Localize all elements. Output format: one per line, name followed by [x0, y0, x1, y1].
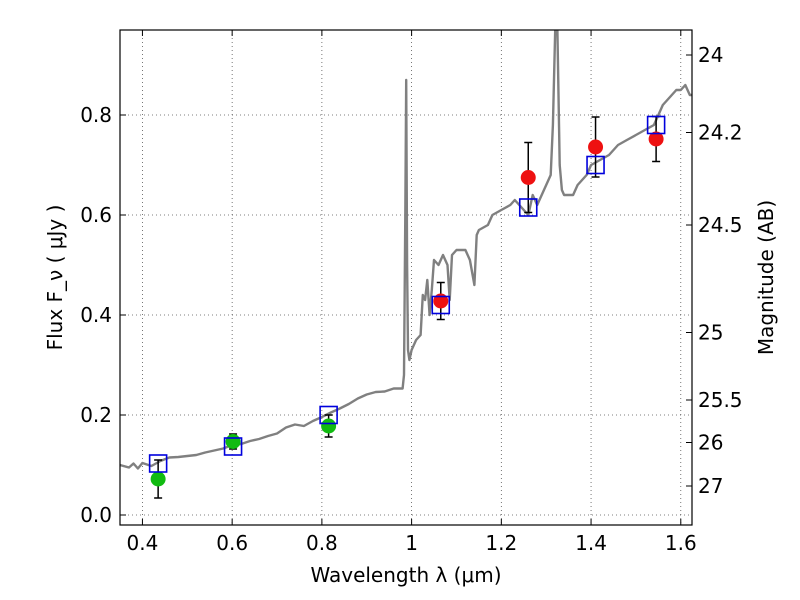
nir-photometry-point	[588, 139, 604, 155]
optical-photometry-point	[225, 434, 241, 449]
model-flux-square	[518, 198, 538, 217]
x-tick-label: 1	[405, 531, 418, 555]
y-tick-label: 0.0	[80, 503, 112, 527]
square-layer	[148, 115, 666, 473]
nir-photometry-point	[520, 170, 536, 185]
optical-photometry-point	[150, 471, 166, 487]
model-flux-square	[223, 437, 243, 456]
right-tick-label: 24	[698, 43, 723, 67]
optical-photometry-point	[321, 418, 337, 434]
x-tick-label: 0.8	[306, 531, 338, 555]
model-flux-square	[319, 405, 338, 425]
right-tick-label: 26	[698, 431, 723, 455]
right-tick-label: 24.2	[698, 121, 743, 145]
x-axis-label: Wavelength λ (μm)	[310, 563, 501, 587]
model-spectrum-line	[120, 30, 692, 470]
y-tick-label: 0.8	[80, 103, 112, 127]
x-tick-label: 0.6	[216, 531, 248, 555]
x-tick-label: 1.4	[575, 531, 607, 555]
y-tick-label: 0.2	[80, 403, 112, 427]
spectrum-layer	[120, 30, 692, 470]
y-tick-label: 0.6	[80, 203, 112, 227]
y-tick-label: 0.4	[80, 303, 112, 327]
y-axis-label: Flux F_ν ( μJy )	[43, 205, 67, 351]
label-layer: Wavelength λ (μm) Flux F_ν ( μJy ) Magni…	[43, 200, 778, 587]
model-flux-square	[148, 454, 168, 473]
right-tick-label: 25	[698, 321, 723, 345]
nir-photometry-point	[648, 131, 664, 147]
right-tick-label: 27	[698, 474, 723, 498]
x-tick-label: 0.4	[127, 531, 159, 555]
model-flux-square	[431, 295, 451, 315]
x-tick-label: 1.2	[485, 531, 517, 555]
plot-frame	[119, 29, 693, 526]
tick-layer: 0.4 0.6 0.8 1 1.2 1.4 1.6 0.0 0.2 0.4 0.6 0.8 24 24.2…	[80, 30, 743, 555]
right-tick-label: 25.5	[698, 388, 743, 412]
model-flux-square	[646, 115, 666, 135]
right-axis-label: Magnitude (AB)	[754, 200, 778, 355]
model-flux-square	[586, 155, 605, 175]
right-tick-label: 24.5	[698, 213, 743, 237]
x-tick-label: 1.6	[665, 531, 697, 555]
